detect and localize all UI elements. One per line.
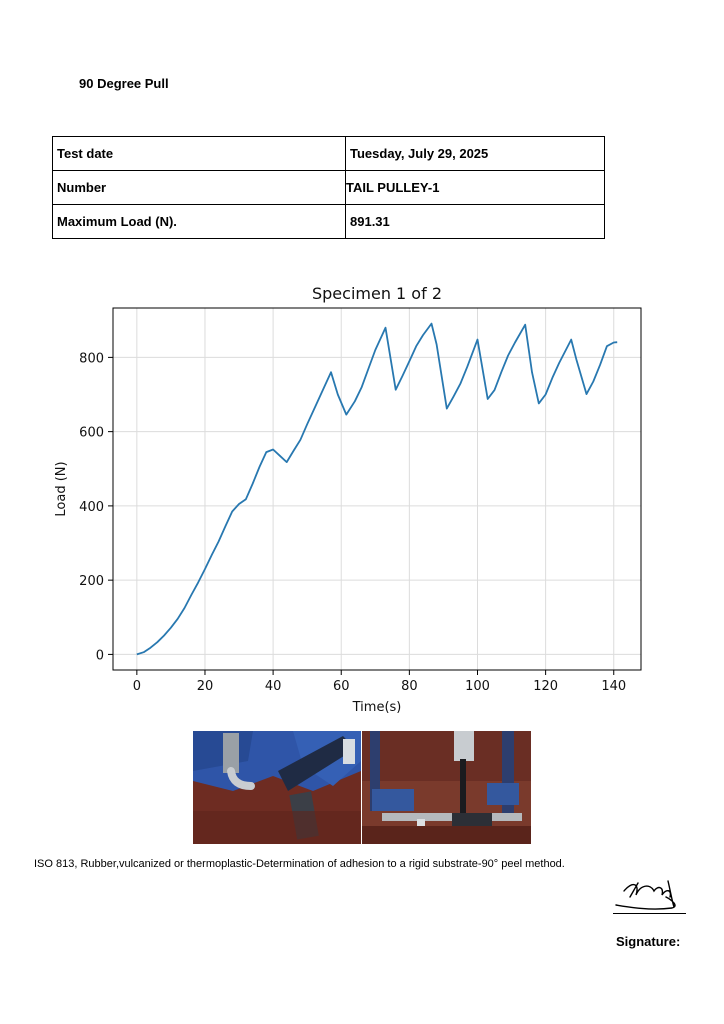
x-axis-label: Time(s) [352, 700, 402, 715]
load-series-line [136, 322, 618, 656]
x-tick-label: 0 [133, 679, 141, 694]
standard-reference-text: ISO 813, Rubber,vulcanized or thermoplas… [34, 858, 565, 870]
table-row: Maximum Load (N). 891.31 [52, 204, 605, 239]
chart-title: Specimen 1 of 2 [312, 284, 442, 303]
report-title: 90 Degree Pull [79, 76, 169, 91]
number-label: Number [52, 170, 346, 205]
specimen-photos [193, 731, 531, 844]
y-tick-label: 800 [79, 351, 104, 366]
number-value: TAIL PULLEY-1 [345, 170, 605, 205]
x-tick-label: 60 [333, 679, 350, 694]
y-tick-label: 200 [79, 574, 104, 589]
x-tick-label: 40 [265, 679, 282, 694]
table-row: Number TAIL PULLEY-1 [52, 170, 605, 205]
x-tick-label: 120 [533, 679, 558, 694]
max-load-label: Maximum Load (N). [52, 204, 346, 239]
specimen-fixture-photo [362, 731, 531, 844]
x-tick-label: 20 [197, 679, 214, 694]
table-row: Test date Tuesday, July 29, 2025 [52, 136, 605, 171]
x-tick-label: 140 [601, 679, 626, 694]
x-tick-label: 80 [401, 679, 418, 694]
test-date-value: Tuesday, July 29, 2025 [345, 136, 605, 171]
signature-line [613, 913, 686, 914]
test-info-table: Test date Tuesday, July 29, 2025 Number … [52, 136, 605, 239]
chart-ticks: 0 20 40 60 80 100 120 140 0 200 400 600 800 [79, 351, 626, 694]
y-tick-label: 0 [96, 648, 104, 663]
y-tick-label: 400 [79, 500, 104, 515]
plot-area-frame [112, 307, 642, 671]
y-tick-label: 600 [79, 426, 104, 441]
load-time-chart: 0 20 40 60 80 100 120 140 0 200 400 600 800 Specimen… [54, 284, 642, 715]
y-axis-label: Load (N) [54, 461, 69, 516]
x-tick-label: 100 [465, 679, 490, 694]
fixture-clamp-photo [193, 731, 361, 844]
max-load-value: 891.31 [345, 204, 605, 239]
chart-grid [113, 308, 641, 670]
test-date-label: Test date [52, 136, 346, 171]
signature-image [615, 880, 676, 910]
signature-label: Signature: [616, 934, 681, 949]
